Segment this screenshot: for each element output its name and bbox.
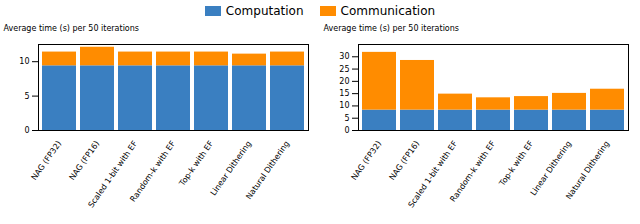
svg-text:20: 20 [339, 77, 349, 86]
svg-text:Natural Dithering: Natural Dithering [564, 139, 611, 201]
svg-text:Average time (s) per 50 iterat: Average time (s) per 50 iterations [324, 24, 459, 33]
svg-text:NAG (FP16): NAG (FP16) [68, 139, 102, 182]
svg-text:5: 5 [24, 92, 29, 101]
svg-text:0: 0 [344, 126, 349, 135]
svg-text:NAG (FP32): NAG (FP32) [30, 139, 64, 182]
svg-text:Linear Dithering: Linear Dithering [529, 139, 573, 197]
svg-text:Scaled 1-bit with EF: Scaled 1-bit with EF [406, 139, 460, 210]
svg-text:Average time (s) per 50 iterat: Average time (s) per 50 iterations [4, 24, 139, 33]
svg-text:0: 0 [24, 126, 29, 135]
svg-text:10: 10 [19, 57, 29, 66]
html-text:Communication: Communication [340, 4, 436, 18]
svg-text:Top-k with EF: Top-k with EF [177, 139, 215, 189]
svg-text:5: 5 [344, 114, 349, 123]
svg-text:Top-k with EF: Top-k with EF [497, 139, 535, 189]
svg-text:Scaled 1-bit with EF: Scaled 1-bit with EF [86, 139, 140, 210]
svg-text:15: 15 [339, 89, 349, 98]
svg-text:25: 25 [339, 65, 349, 74]
svg-text:NAG (FP16): NAG (FP16) [388, 139, 422, 182]
svg-text:Random-k with EF: Random-k with EF [448, 139, 497, 204]
svg-text:30: 30 [339, 52, 349, 61]
svg-text:Linear Dithering: Linear Dithering [209, 139, 253, 197]
html-text:Computation: Computation [225, 4, 304, 18]
svg-text:10: 10 [339, 101, 349, 110]
svg-text:Random-k with EF: Random-k with EF [128, 139, 177, 204]
svg-text:NAG (FP32): NAG (FP32) [350, 139, 384, 182]
svg-text:Natural Dithering: Natural Dithering [244, 139, 291, 201]
